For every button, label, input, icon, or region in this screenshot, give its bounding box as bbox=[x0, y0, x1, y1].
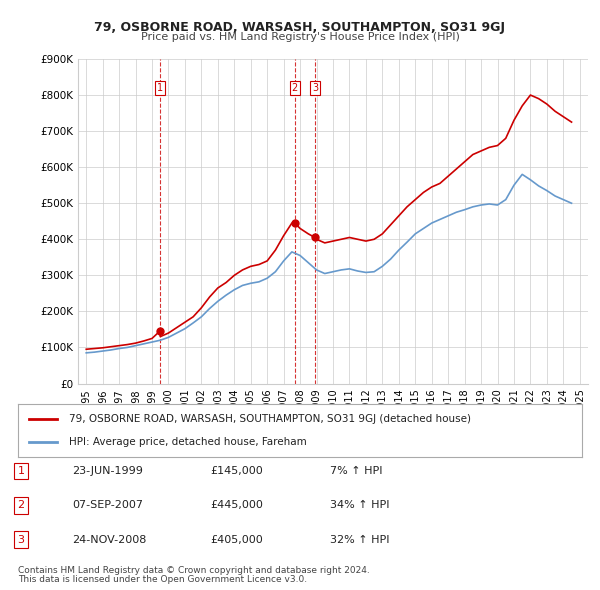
Text: 23-JUN-1999: 23-JUN-1999 bbox=[72, 466, 143, 476]
Text: This data is licensed under the Open Government Licence v3.0.: This data is licensed under the Open Gov… bbox=[18, 575, 307, 584]
Text: 34% ↑ HPI: 34% ↑ HPI bbox=[330, 500, 389, 510]
Text: 79, OSBORNE ROAD, WARSASH, SOUTHAMPTON, SO31 9GJ (detached house): 79, OSBORNE ROAD, WARSASH, SOUTHAMPTON, … bbox=[69, 414, 471, 424]
Text: 1: 1 bbox=[157, 83, 163, 93]
Text: 2: 2 bbox=[292, 83, 298, 93]
Text: £405,000: £405,000 bbox=[210, 535, 263, 545]
Text: £145,000: £145,000 bbox=[210, 466, 263, 476]
Text: 07-SEP-2007: 07-SEP-2007 bbox=[72, 500, 143, 510]
Text: 3: 3 bbox=[17, 535, 25, 545]
Text: 3: 3 bbox=[312, 83, 318, 93]
Text: Contains HM Land Registry data © Crown copyright and database right 2024.: Contains HM Land Registry data © Crown c… bbox=[18, 566, 370, 575]
Text: 24-NOV-2008: 24-NOV-2008 bbox=[72, 535, 146, 545]
Text: 7% ↑ HPI: 7% ↑ HPI bbox=[330, 466, 383, 476]
Text: 79, OSBORNE ROAD, WARSASH, SOUTHAMPTON, SO31 9GJ: 79, OSBORNE ROAD, WARSASH, SOUTHAMPTON, … bbox=[95, 21, 505, 34]
Text: £445,000: £445,000 bbox=[210, 500, 263, 510]
Text: 2: 2 bbox=[17, 500, 25, 510]
Text: 32% ↑ HPI: 32% ↑ HPI bbox=[330, 535, 389, 545]
Text: HPI: Average price, detached house, Fareham: HPI: Average price, detached house, Fare… bbox=[69, 437, 307, 447]
Text: 1: 1 bbox=[17, 466, 25, 476]
Text: Price paid vs. HM Land Registry's House Price Index (HPI): Price paid vs. HM Land Registry's House … bbox=[140, 32, 460, 42]
